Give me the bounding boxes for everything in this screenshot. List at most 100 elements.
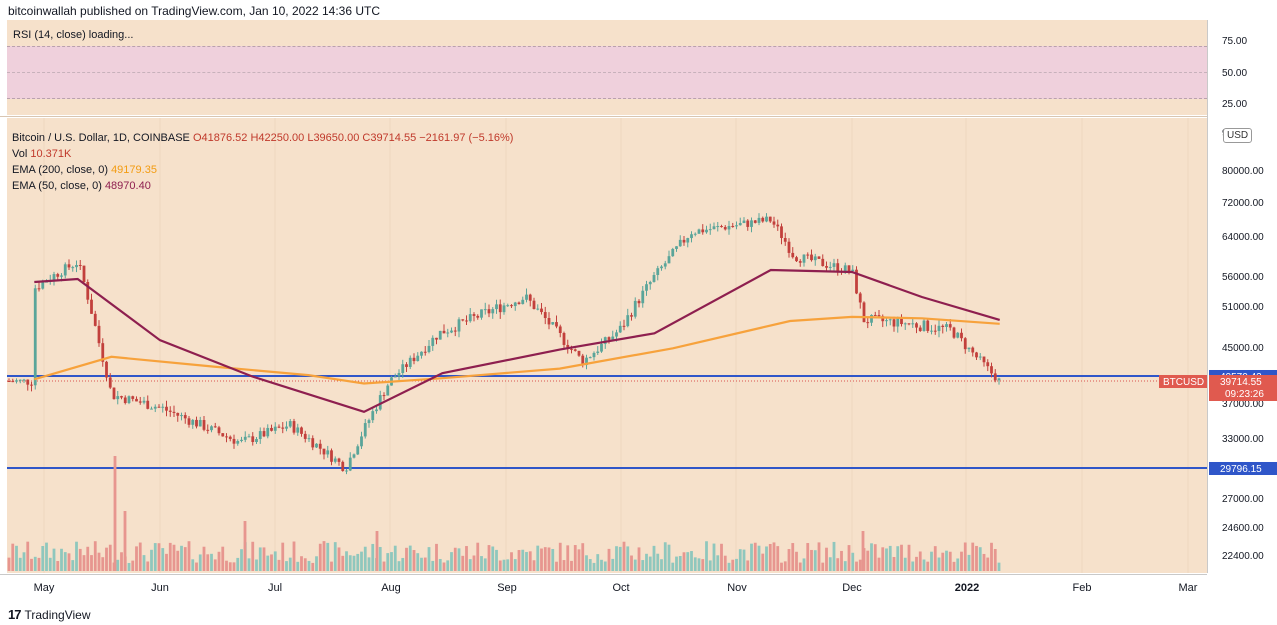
volume-bar [611, 558, 615, 571]
candle [753, 219, 757, 224]
candle [405, 362, 408, 372]
candle [356, 444, 360, 455]
candle [525, 288, 528, 303]
candle-body [648, 281, 652, 285]
candle-body [480, 309, 483, 318]
candle [472, 312, 476, 322]
rsi-midline [7, 72, 1207, 73]
candle-body [708, 229, 712, 231]
candle [588, 356, 592, 359]
volume-bar [622, 541, 626, 571]
candle [168, 406, 172, 417]
candle [371, 408, 375, 423]
candle-body [525, 294, 528, 300]
candle-body [491, 309, 495, 314]
candle [105, 360, 108, 381]
volume-bar [468, 559, 472, 571]
candle-body [123, 397, 127, 404]
candle-body [720, 226, 723, 228]
footer: 17 TradingView [8, 607, 91, 622]
price-axis[interactable]: 75.0050.0025.009(80000.0072000.0064000.0… [1207, 20, 1277, 573]
volume-bar [296, 561, 300, 571]
candle [337, 457, 341, 466]
candle-body [416, 355, 420, 362]
candle-body [772, 221, 776, 225]
volume-bar [476, 542, 480, 571]
candle-body [922, 320, 926, 332]
volume-bar [60, 548, 63, 571]
candle [221, 433, 225, 437]
vol-value: 10.371K [30, 148, 72, 160]
candle [363, 418, 367, 439]
candle [180, 412, 183, 421]
candle-body [180, 415, 183, 417]
volume-bar [866, 550, 870, 571]
currency-button[interactable]: USD [1223, 128, 1253, 143]
candle-body [843, 265, 847, 272]
main-chart-pane[interactable]: BTCUSD [7, 118, 1207, 573]
candle [555, 315, 558, 329]
rsi-pane[interactable]: RSI (14, close) loading... [7, 20, 1207, 115]
candle [322, 448, 326, 460]
candle [78, 260, 82, 271]
candle-body [948, 324, 952, 328]
volume-bar [870, 543, 873, 571]
pane-separator[interactable] [0, 116, 1207, 117]
volume-bar [465, 546, 468, 571]
candle [93, 310, 97, 327]
volume-bar [952, 561, 956, 571]
candle [438, 330, 442, 340]
candle [75, 260, 78, 273]
candle-body [986, 362, 990, 367]
candle-body [663, 263, 667, 267]
volume-bar [956, 558, 960, 571]
volume-bar [412, 550, 416, 571]
volume-bar [626, 546, 630, 571]
volume-bar [832, 541, 836, 571]
candle [885, 318, 888, 327]
volume-bar [795, 551, 798, 571]
volume-bar [26, 541, 30, 571]
volume-bar [735, 558, 738, 571]
candle [720, 224, 723, 228]
ema200-value: 49179.35 [111, 164, 157, 176]
candle-body [645, 284, 648, 291]
volume-bar [67, 553, 71, 571]
volume-bar [427, 547, 431, 571]
candle-body [667, 256, 671, 264]
candle [645, 280, 648, 296]
candle [663, 260, 667, 270]
candle [787, 238, 791, 258]
volume-bar [228, 562, 232, 571]
time-axis-label: Aug [381, 582, 401, 594]
volume-bar [397, 561, 401, 571]
volume-bar [75, 541, 78, 571]
candle-body [453, 330, 457, 332]
candle-body [836, 263, 840, 272]
volume-bar [41, 545, 45, 571]
volume-bar [330, 561, 333, 571]
candle-body [82, 265, 86, 283]
volume-bar [888, 545, 892, 571]
time-axis[interactable]: May Jun Jul Aug Sep Oct Nov Dec 2022 Feb Mar [0, 574, 1207, 597]
candle [900, 314, 903, 327]
volume-bar [18, 557, 22, 571]
candle-body [870, 314, 873, 323]
candle [112, 387, 116, 400]
volume-bar [907, 544, 911, 571]
volume-bar [596, 554, 600, 571]
candle-body [341, 461, 345, 471]
candle [780, 223, 783, 245]
price-axis-svg: 75.0050.0025.009(80000.0072000.0064000.0… [1209, 36, 1277, 562]
candle-body [742, 220, 746, 224]
price-tick-label: 22400.00 [1222, 551, 1264, 562]
candle [348, 452, 352, 472]
volume-bar [573, 545, 577, 571]
volume-bar [607, 548, 611, 571]
candle-body [386, 385, 390, 396]
candle-body [225, 436, 228, 438]
volume-bar [506, 559, 510, 571]
candle-body [956, 332, 960, 338]
candle [873, 311, 877, 316]
volume-bar [472, 555, 476, 571]
